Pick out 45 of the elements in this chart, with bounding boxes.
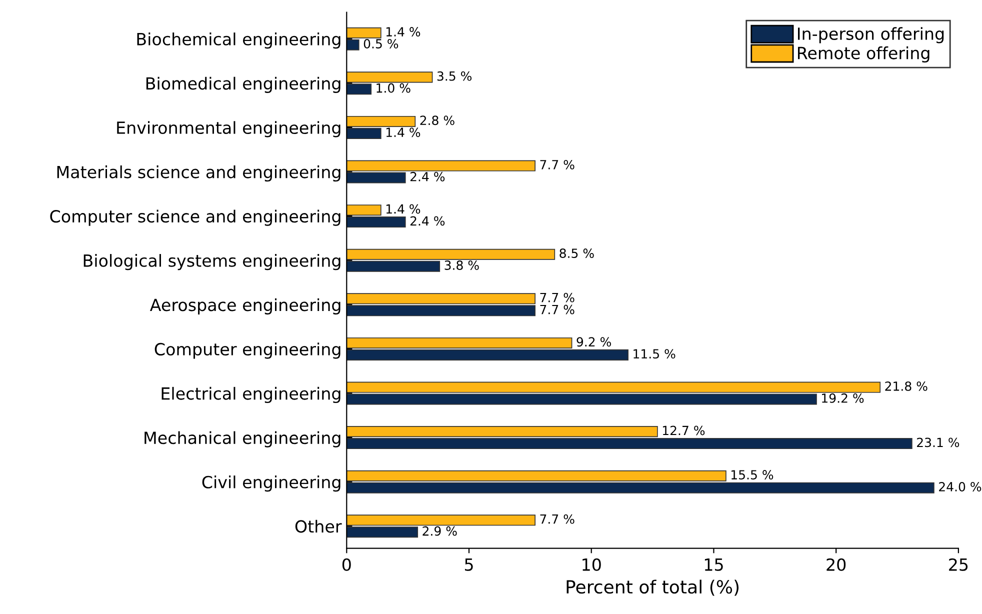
y-tick-label: Electrical engineering: [162, 386, 340, 404]
data-label: 24.0 %: [939, 482, 982, 492]
y-tick-label: Mechanical engineering: [144, 431, 340, 448]
data-label: 2.4 %: [410, 172, 445, 182]
data-label: 23.1 %: [917, 438, 960, 448]
data-label: 7.7 %: [540, 304, 574, 314]
data-label: 1.4 %: [386, 204, 420, 214]
data-label: 15.5 %: [731, 470, 774, 480]
data-label: 9.2 %: [576, 337, 611, 347]
x-tick-label: 25: [949, 558, 968, 571]
data-label: 3.5 %: [437, 71, 472, 81]
data-label: 3.8 %: [444, 260, 479, 270]
data-label: 2.9 %: [422, 526, 457, 536]
legend-label: In-person offering: [798, 27, 944, 44]
data-label: 7.7 %: [540, 514, 574, 524]
data-label: 8.5 %: [560, 248, 594, 258]
data-label: 2.4 %: [410, 216, 445, 226]
x-tick-label: 20: [826, 558, 846, 571]
x-tick-label: 0: [342, 558, 351, 571]
x-tick-label: 10: [582, 558, 601, 571]
data-label: 21.8 %: [885, 381, 928, 391]
y-tick-label: Biochemical engineering: [137, 32, 340, 49]
y-tick-label: Biological systems engineering: [84, 254, 340, 270]
data-label: 1.4 %: [386, 128, 420, 138]
y-tick-label: Biomedical engineering: [146, 76, 340, 93]
y-tick-label: Materials science and engineering: [57, 165, 340, 182]
y-tick-label: Other: [295, 520, 342, 533]
y-tick-label: Environmental engineering: [117, 121, 340, 138]
data-label: 1.4 %: [386, 27, 420, 37]
data-label: 11.5 %: [634, 349, 676, 359]
x-tick-label: 5: [464, 558, 473, 571]
data-label: 7.7 %: [540, 160, 574, 170]
data-label: 0.5 %: [364, 39, 398, 48]
y-tick-label: Computer science and engineering: [50, 210, 340, 226]
x-tick-label: 15: [704, 558, 723, 571]
y-tick-label: Civil engineering: [202, 476, 340, 492]
data-label: 12.7 %: [662, 426, 705, 436]
data-label: 7.7 %: [540, 292, 574, 302]
legend-label: Remote offering: [798, 46, 930, 63]
data-label: 1.0 %: [376, 83, 410, 93]
y-tick-label: Aerospace engineering: [150, 298, 340, 314]
data-label: 2.8 %: [420, 116, 454, 126]
x-axis-title: Percent of total (%): [566, 580, 739, 596]
y-tick-label: Computer engineering: [154, 342, 340, 359]
data-label: 19.2 %: [822, 393, 864, 403]
